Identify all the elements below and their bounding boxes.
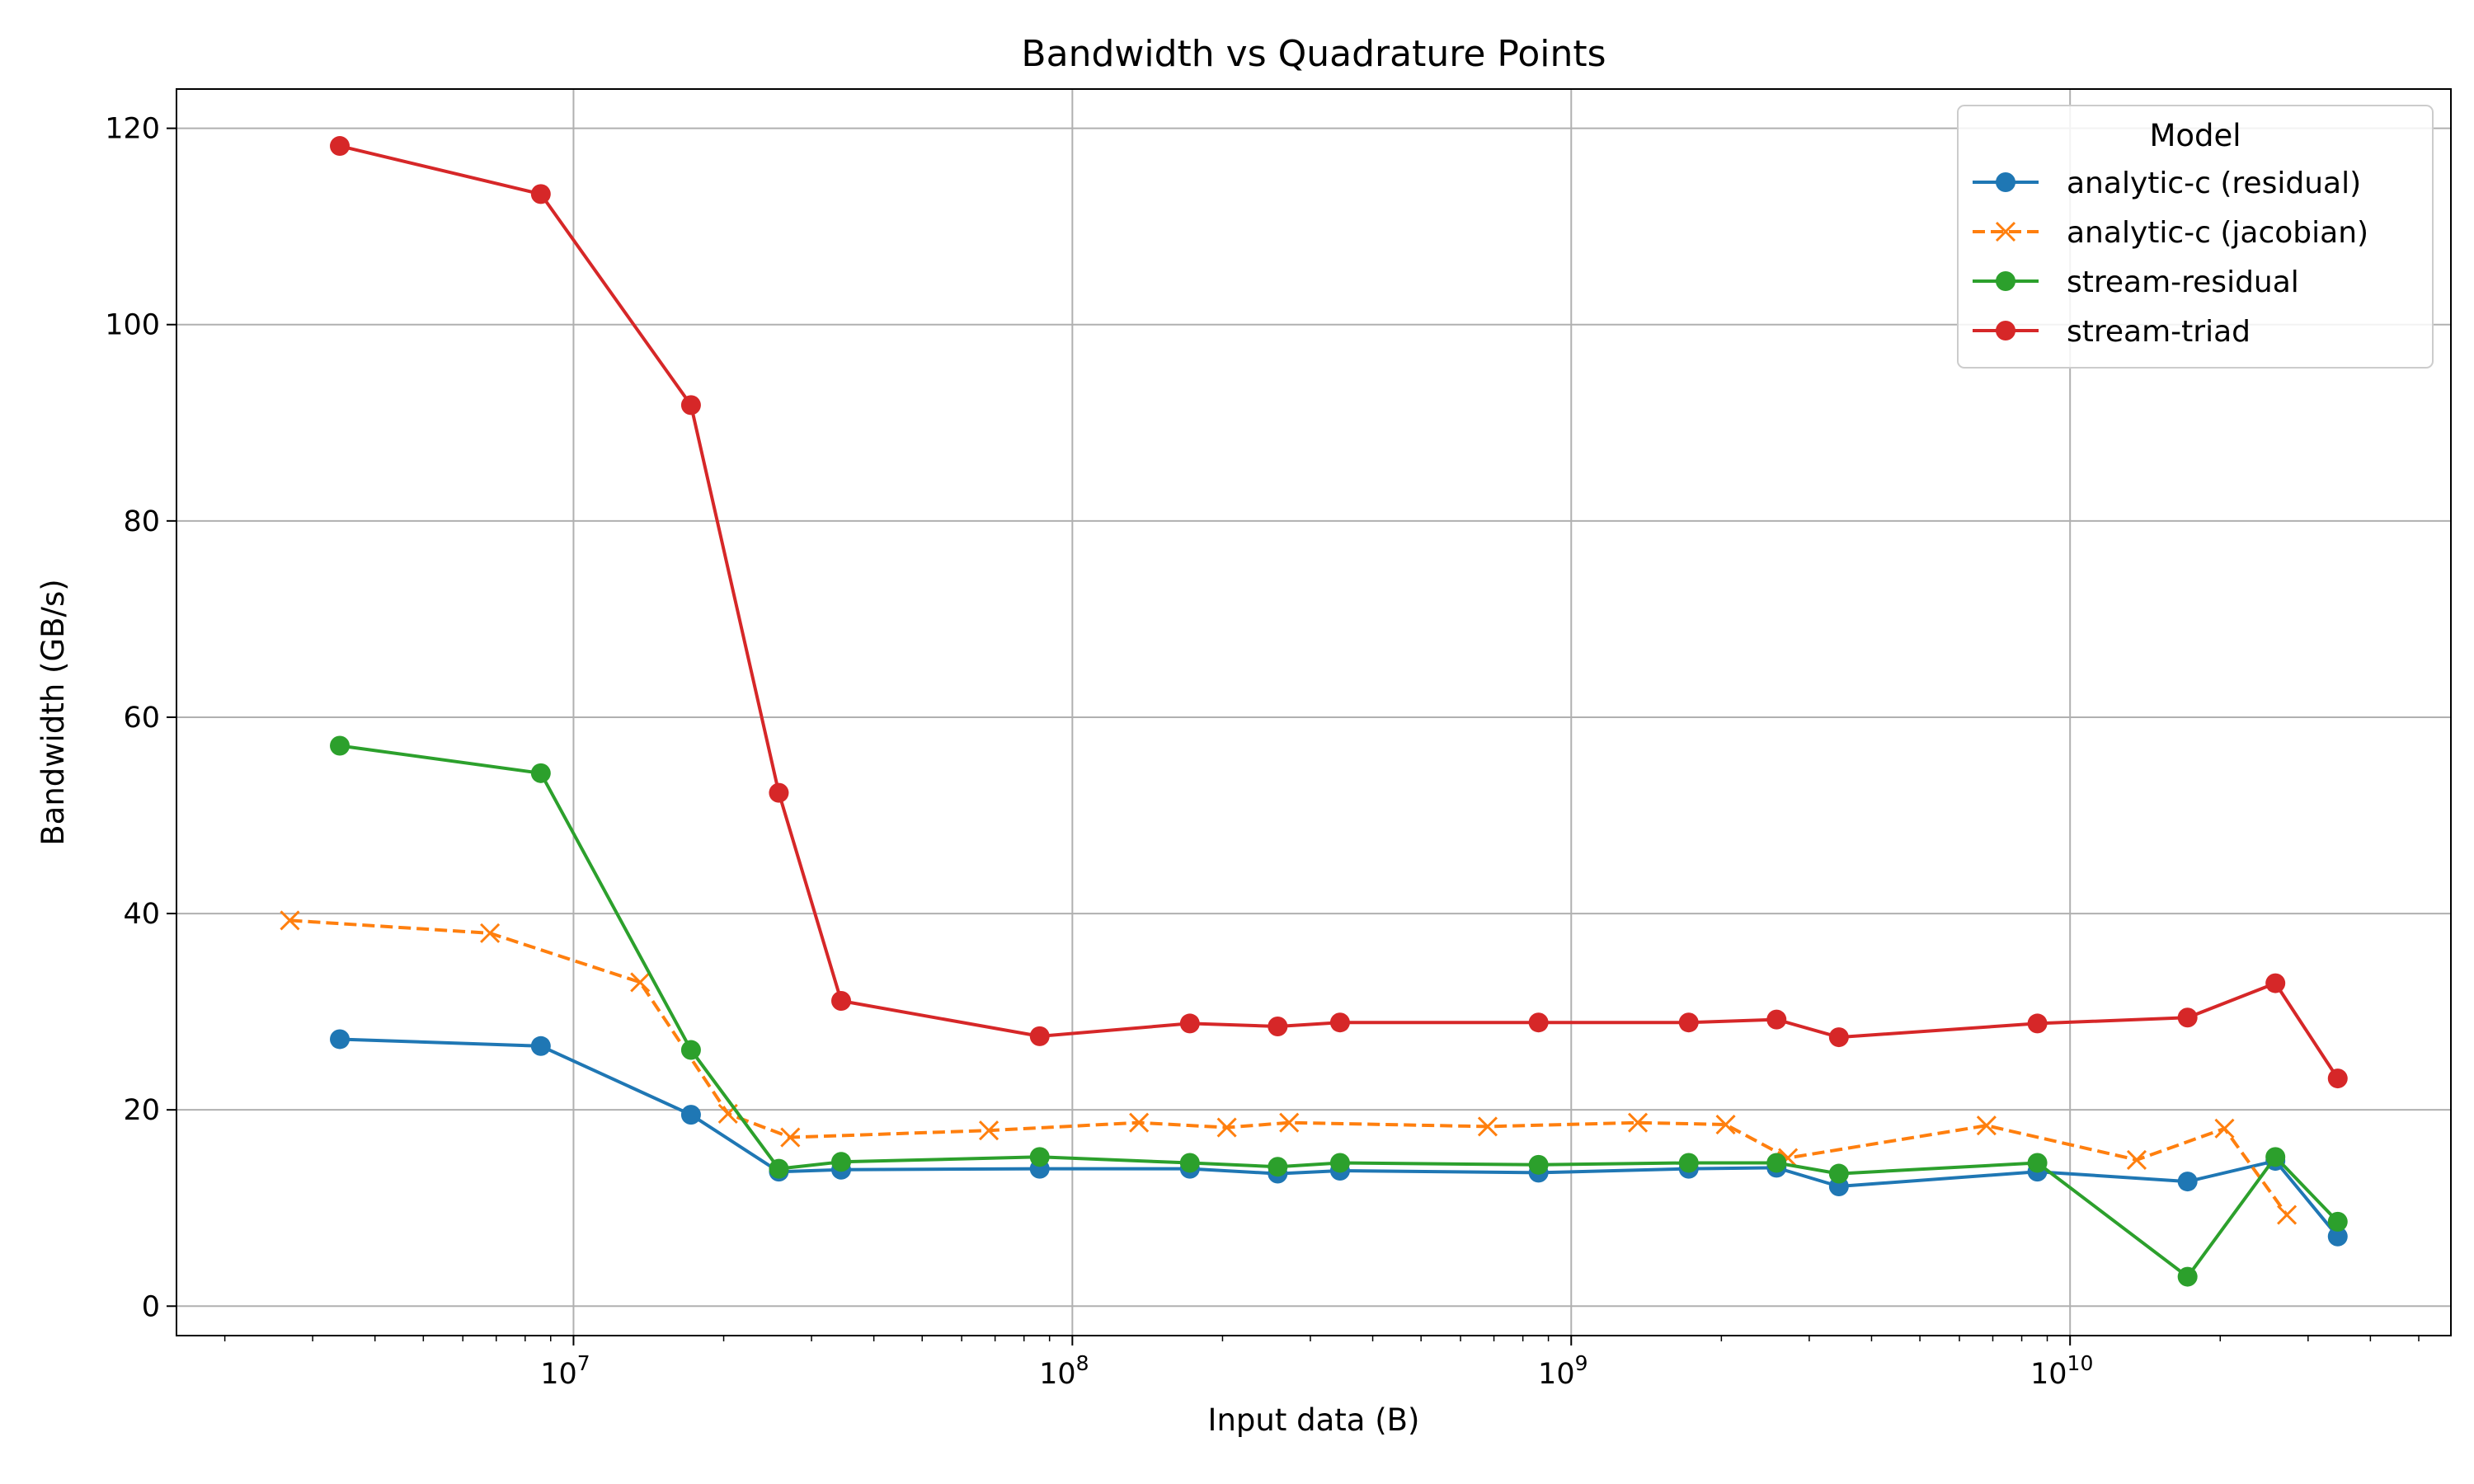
data-point bbox=[1179, 1153, 1200, 1173]
data-point bbox=[1329, 1153, 1350, 1173]
x-tick-label-exponent: 9 bbox=[1575, 1351, 1588, 1375]
data-point bbox=[680, 1040, 701, 1060]
data-point bbox=[530, 763, 551, 783]
data-point bbox=[978, 1120, 999, 1141]
data-point bbox=[831, 1152, 852, 1172]
series-2 bbox=[330, 735, 2348, 1287]
data-point bbox=[330, 735, 350, 756]
y-tick-label: 100 bbox=[105, 309, 160, 342]
data-point bbox=[1828, 1027, 1849, 1048]
legend-title: Model bbox=[2149, 118, 2241, 153]
plot-frame bbox=[176, 88, 2452, 1336]
data-point bbox=[1766, 1009, 1787, 1030]
y-tick-label: 120 bbox=[105, 113, 160, 146]
y-tick-label: 80 bbox=[123, 505, 160, 538]
x-tick-label: 1010 bbox=[2030, 1351, 2093, 1391]
legend-label-0: analytic-c (residual) bbox=[2067, 167, 2361, 200]
data-point bbox=[2027, 1153, 2048, 1173]
data-point bbox=[769, 1158, 789, 1179]
grid bbox=[176, 89, 2451, 1336]
data-point bbox=[1329, 1012, 1350, 1033]
data-point bbox=[2027, 1013, 2048, 1034]
data-point bbox=[1268, 1016, 1288, 1036]
x-tick-label-base: 10 bbox=[1039, 1358, 1076, 1391]
data-point bbox=[1216, 1117, 1237, 1138]
data-point bbox=[2277, 1205, 2298, 1225]
data-point bbox=[2126, 1149, 2147, 1170]
x-tick-label: 108 bbox=[1039, 1351, 1089, 1391]
data-point bbox=[2265, 1147, 2286, 1167]
data-point bbox=[480, 923, 501, 943]
data-point bbox=[1129, 1112, 1150, 1133]
data-point bbox=[2177, 1172, 2198, 1192]
legend-marker-1 bbox=[1995, 221, 2016, 242]
legend-marker-2 bbox=[1996, 271, 2015, 291]
data-point bbox=[1627, 1112, 1649, 1133]
data-point bbox=[1268, 1157, 1288, 1177]
x-tick-label-base: 10 bbox=[2030, 1358, 2067, 1391]
data-point bbox=[1976, 1115, 1997, 1136]
legend: Model analytic-c (residual) analytic-c (j… bbox=[1957, 105, 2434, 369]
x-tick-label-base: 10 bbox=[540, 1358, 577, 1391]
y-tick-label: 60 bbox=[123, 702, 160, 735]
y-tick-label: 0 bbox=[142, 1290, 160, 1323]
x-tick-label-base: 10 bbox=[1538, 1358, 1575, 1391]
data-point bbox=[1029, 1026, 1050, 1046]
data-point bbox=[330, 1029, 350, 1050]
data-point bbox=[1528, 1012, 1549, 1033]
data-point bbox=[2327, 1226, 2348, 1247]
data-point bbox=[530, 184, 551, 204]
series-layer bbox=[280, 136, 2348, 1287]
series-1 bbox=[280, 910, 2298, 1225]
series-3 bbox=[330, 136, 2348, 1089]
data-point bbox=[2177, 1007, 2198, 1028]
legend-marker-3 bbox=[1996, 321, 2015, 340]
data-point bbox=[769, 782, 789, 803]
data-point bbox=[2265, 973, 2286, 993]
legend-box bbox=[1957, 105, 2434, 369]
data-point bbox=[280, 910, 300, 931]
data-point bbox=[2327, 1211, 2348, 1232]
data-point bbox=[1528, 1154, 1549, 1175]
data-point bbox=[1678, 1153, 1699, 1173]
data-point bbox=[680, 1105, 701, 1125]
data-point bbox=[1766, 1153, 1787, 1173]
x-axis-label: Input data (B) bbox=[1208, 1402, 1420, 1438]
chart-title: Bandwidth vs Quadrature Points bbox=[1021, 33, 1606, 75]
x-tick-label: 109 bbox=[1538, 1351, 1587, 1391]
x-tick-label-exponent: 10 bbox=[2067, 1351, 2094, 1375]
legend-label-2: stream-residual bbox=[2067, 265, 2299, 299]
y-axis-label: Bandwidth (GB/s) bbox=[35, 579, 71, 845]
data-point bbox=[2177, 1266, 2198, 1287]
data-point bbox=[1029, 1147, 1050, 1167]
data-point bbox=[1279, 1112, 1300, 1133]
data-point bbox=[630, 972, 651, 993]
data-point bbox=[2214, 1118, 2235, 1139]
data-point bbox=[831, 991, 852, 1012]
data-point bbox=[2327, 1068, 2348, 1089]
legend-label-1: analytic-c (jacobian) bbox=[2067, 216, 2368, 250]
legend-marker-0 bbox=[1996, 172, 2015, 192]
data-point bbox=[780, 1127, 801, 1148]
legend-label-3: stream-triad bbox=[2067, 315, 2251, 349]
data-point bbox=[1678, 1012, 1699, 1033]
data-point bbox=[330, 136, 350, 157]
x-tick-label: 107 bbox=[540, 1351, 590, 1391]
y-tick-label: 20 bbox=[123, 1094, 160, 1127]
data-point bbox=[1179, 1013, 1200, 1034]
y-tick-label: 40 bbox=[123, 898, 160, 931]
x-tick-label-exponent: 8 bbox=[1076, 1351, 1089, 1375]
data-point bbox=[1828, 1163, 1849, 1184]
x-tick-label-exponent: 7 bbox=[577, 1351, 590, 1375]
data-point bbox=[1477, 1116, 1498, 1137]
data-point bbox=[530, 1036, 551, 1056]
data-point bbox=[1715, 1114, 1736, 1135]
data-point bbox=[680, 395, 701, 416]
